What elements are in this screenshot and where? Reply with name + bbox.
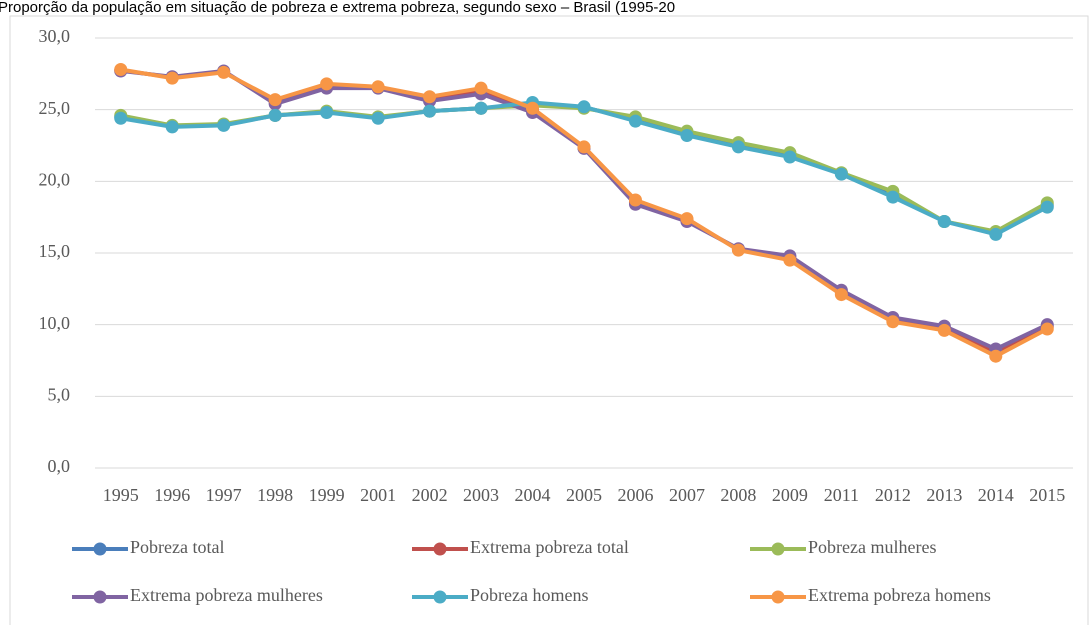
data-point [680, 128, 694, 142]
x-tick-label: 2014 [978, 485, 1014, 505]
y-tick-label: 20,0 [39, 169, 71, 189]
data-point [680, 212, 694, 226]
data-point [1040, 200, 1054, 214]
legend-marker [433, 542, 447, 556]
data-point [320, 77, 334, 91]
data-point [371, 80, 385, 94]
data-point [886, 315, 900, 329]
x-tick-label: 2002 [412, 485, 448, 505]
legend-label: Extrema pobreza total [470, 537, 629, 557]
chart-title: Proporção da população em situação de po… [0, 0, 675, 16]
data-point [320, 106, 334, 120]
data-point [474, 81, 488, 95]
series-line [120, 100, 1049, 237]
x-tick-label: 2015 [1029, 485, 1065, 505]
x-tick-label: 2007 [669, 485, 705, 505]
data-point [217, 65, 231, 79]
x-tick-label: 2006 [617, 485, 653, 505]
legend-label: Pobreza mulheres [808, 537, 936, 557]
legend-marker [771, 590, 785, 604]
data-point [731, 140, 745, 154]
legend-label: Extrema pobreza mulheres [130, 585, 323, 605]
x-tick-label: 2005 [566, 485, 602, 505]
series-line [120, 103, 1049, 234]
chart-border [9, 15, 1089, 625]
data-point [577, 140, 591, 154]
x-tick-label: 2012 [875, 485, 911, 505]
x-tick-label: 1995 [103, 485, 139, 505]
x-tick-label: 1997 [206, 485, 242, 505]
data-point [114, 63, 128, 77]
data-point [886, 190, 900, 204]
x-tick-label: 2003 [463, 485, 499, 505]
legend-label: Extrema pobreza homens [808, 585, 991, 605]
data-point [371, 111, 385, 125]
data-point [268, 108, 282, 122]
legend-marker [433, 590, 447, 604]
y-tick-label: 15,0 [39, 241, 71, 261]
x-tick-label: 2004 [515, 485, 551, 505]
data-point [423, 90, 437, 104]
data-point [165, 120, 179, 134]
data-point [989, 227, 1003, 241]
data-point [165, 71, 179, 85]
data-point [937, 214, 951, 228]
data-point [783, 150, 797, 164]
data-point [114, 111, 128, 125]
data-point [783, 253, 797, 267]
x-tick-label: 1996 [154, 485, 190, 505]
data-point [423, 104, 437, 118]
data-point [526, 101, 540, 115]
legend-label: Pobreza homens [470, 585, 588, 605]
data-point [628, 193, 642, 207]
data-point [937, 323, 951, 337]
data-point [628, 114, 642, 128]
data-point [989, 349, 1003, 363]
legend-label: Pobreza total [130, 537, 224, 557]
data-point [474, 101, 488, 115]
data-point [834, 167, 848, 181]
x-tick-label: 1998 [257, 485, 293, 505]
data-point [731, 243, 745, 257]
x-tick-label: 2009 [772, 485, 808, 505]
x-tick-label: 2008 [720, 485, 756, 505]
x-tick-label: 1999 [309, 485, 345, 505]
x-tick-label: 2001 [360, 485, 396, 505]
series-line [120, 101, 1049, 235]
data-point [1040, 322, 1054, 336]
x-tick-label: 2011 [824, 485, 859, 505]
legend-marker [771, 542, 785, 556]
x-tick-label: 2013 [926, 485, 962, 505]
legend-marker [93, 542, 107, 556]
data-point [834, 288, 848, 302]
y-tick-label: 25,0 [39, 98, 71, 118]
y-tick-label: 10,0 [39, 313, 71, 333]
y-tick-label: 30,0 [39, 26, 71, 46]
data-point [577, 100, 591, 114]
y-tick-label: 0,0 [48, 456, 71, 476]
data-point [268, 93, 282, 107]
y-tick-label: 5,0 [48, 384, 71, 404]
data-point [217, 118, 231, 132]
legend-marker [93, 590, 107, 604]
